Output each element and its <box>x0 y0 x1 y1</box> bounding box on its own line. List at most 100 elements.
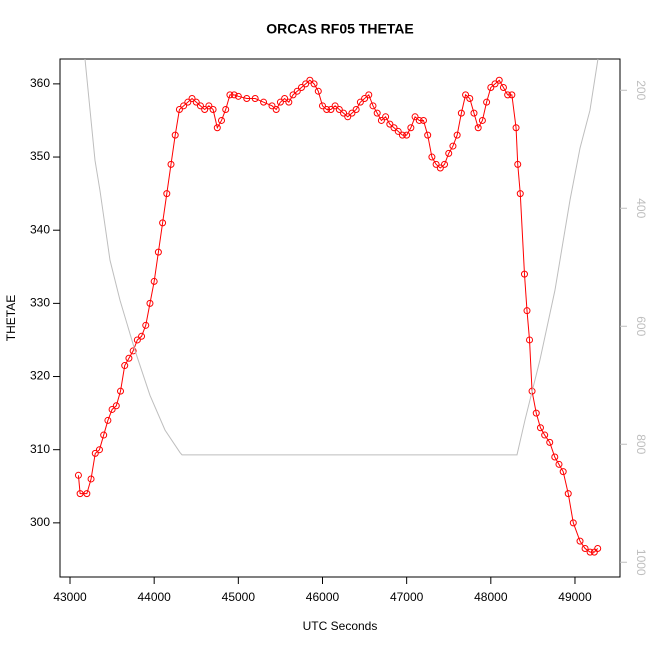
data-point <box>87 475 95 483</box>
data-point <box>340 109 348 117</box>
data-point <box>314 87 322 95</box>
data-point <box>586 548 594 556</box>
data-point <box>344 113 352 121</box>
data-point <box>499 84 507 92</box>
data-point <box>234 92 242 100</box>
data-point <box>251 95 259 103</box>
data-point <box>532 409 540 417</box>
data-point <box>594 544 602 552</box>
chart-title: ORCAS RF05 THETAE <box>266 21 414 37</box>
y-tick-label: 320 <box>30 369 50 383</box>
data-point <box>112 402 120 410</box>
data-point <box>504 91 512 99</box>
data-point <box>230 91 238 99</box>
data-point <box>281 95 289 103</box>
y-tick-label: 360 <box>30 76 50 90</box>
data-point <box>445 149 453 157</box>
y2-tick-label: 800 <box>634 434 648 454</box>
plot-frame <box>59 58 621 578</box>
data-point <box>154 248 162 256</box>
data-point <box>209 105 217 113</box>
data-point <box>285 98 293 106</box>
data-point <box>335 105 343 113</box>
data-point <box>268 102 276 110</box>
data-point <box>356 98 364 106</box>
x-tick-label: 47000 <box>390 590 424 604</box>
data-point <box>159 219 167 227</box>
data-point <box>171 131 179 139</box>
data-point <box>526 336 534 344</box>
data-point <box>576 537 584 545</box>
series-line <box>77 79 599 553</box>
data-point <box>441 160 449 168</box>
y2-tick-label: 200 <box>634 80 648 100</box>
data-point <box>428 153 436 161</box>
data-point <box>487 84 495 92</box>
data-point <box>133 336 141 344</box>
data-point <box>478 116 486 124</box>
data-point <box>373 109 381 117</box>
x-tick-label: 46000 <box>306 590 340 604</box>
data-point <box>226 91 234 99</box>
x-tick-label: 43000 <box>53 590 87 604</box>
data-point <box>491 80 499 88</box>
data-point <box>361 95 369 103</box>
data-point <box>150 277 158 285</box>
data-point <box>205 102 213 110</box>
y-tick-label: 350 <box>30 149 50 163</box>
data-point <box>213 124 221 132</box>
data-point <box>108 405 116 413</box>
data-point <box>377 116 385 124</box>
data-point <box>196 102 204 110</box>
data-point <box>564 490 572 498</box>
data-point <box>104 416 112 424</box>
data-point <box>142 321 150 329</box>
data-point <box>551 453 559 461</box>
data-point <box>457 109 465 117</box>
data-point <box>559 468 567 476</box>
data-point <box>76 490 84 498</box>
data-point <box>523 307 531 315</box>
data-point <box>394 127 402 135</box>
data-point <box>432 160 440 168</box>
x-axis-label: UTC Seconds <box>303 619 378 633</box>
data-point <box>512 124 520 132</box>
data-point <box>436 164 444 172</box>
data-point <box>419 116 427 124</box>
series-line <box>84 58 599 456</box>
data-point <box>453 131 461 139</box>
data-point <box>365 91 373 99</box>
data-point <box>180 102 188 110</box>
data-point <box>184 98 192 106</box>
data-point <box>167 160 175 168</box>
data-point <box>138 332 146 340</box>
data-point <box>536 424 544 432</box>
y2-tick-label: 400 <box>634 198 648 218</box>
data-point <box>175 105 183 113</box>
x-tick-label: 44000 <box>137 590 171 604</box>
data-point <box>528 387 536 395</box>
y-tick-label: 300 <box>30 515 50 529</box>
data-point <box>293 87 301 95</box>
x-tick-label: 45000 <box>222 590 256 604</box>
data-point <box>310 80 318 88</box>
data-point <box>390 124 398 132</box>
data-point <box>163 190 171 198</box>
data-point <box>318 102 326 110</box>
data-point <box>466 95 474 103</box>
y-tick-label: 310 <box>30 442 50 456</box>
y-tick-label: 330 <box>30 296 50 310</box>
data-point <box>569 519 577 527</box>
data-point <box>352 105 360 113</box>
data-point <box>121 362 129 370</box>
y-axis-label: THETAE <box>4 295 18 341</box>
data-point <box>276 98 284 106</box>
y-tick-label: 340 <box>30 222 50 236</box>
data-point <box>100 431 108 439</box>
data-point <box>302 80 310 88</box>
y2-tick-label: 1000 <box>634 549 648 576</box>
data-point <box>516 190 524 198</box>
data-point <box>348 109 356 117</box>
data-point <box>541 431 549 439</box>
data-point <box>297 84 305 92</box>
